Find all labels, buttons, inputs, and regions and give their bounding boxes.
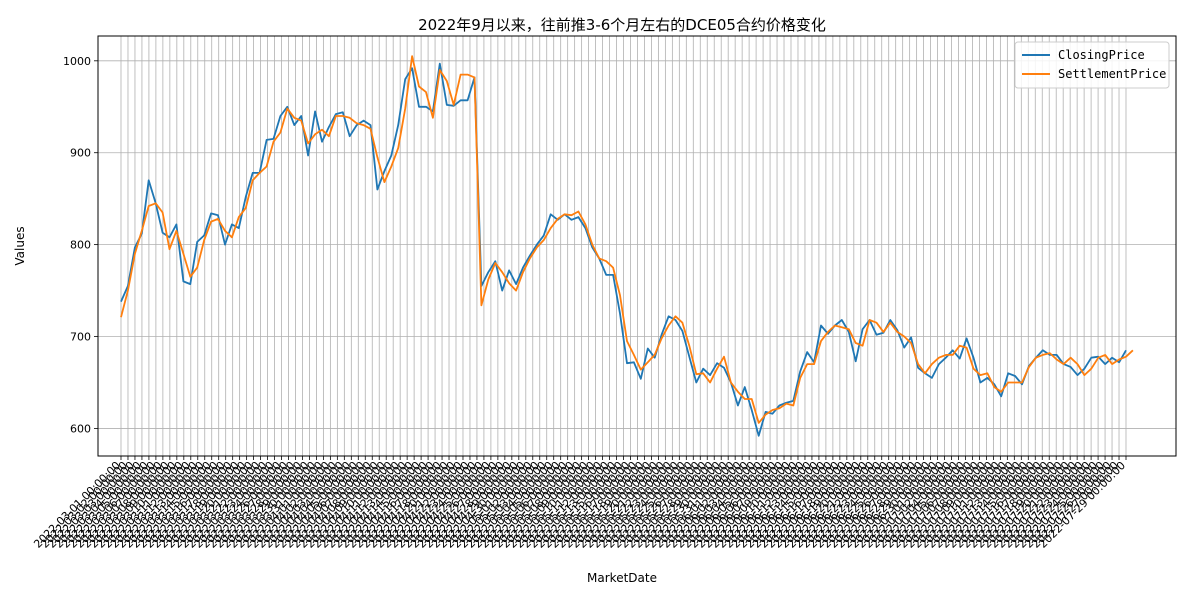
y-axis-label: Values xyxy=(13,226,27,265)
chart-title: 2022年9月以来，往前推3-6个月左右的DCE05合约价格变化 xyxy=(418,16,826,34)
y-tick-label: 600 xyxy=(70,422,91,435)
legend: ClosingPrice SettlementPrice xyxy=(1014,41,1170,89)
legend-box xyxy=(1014,41,1170,89)
y-axis: 600 700 800 900 1000 xyxy=(63,55,98,435)
y-tick-label: 1000 xyxy=(63,55,91,68)
legend-label-closing: ClosingPrice xyxy=(1058,48,1145,62)
plot-frame xyxy=(97,35,1177,457)
y-tick-label: 700 xyxy=(70,331,91,344)
x-axis-label: MarketDate xyxy=(587,571,657,585)
y-tick-label: 900 xyxy=(70,147,91,160)
grid xyxy=(98,36,1176,456)
series-layer xyxy=(120,55,1134,437)
series-line-SettlementPrice xyxy=(120,55,1134,424)
y-tick-label: 800 xyxy=(70,239,91,252)
legend-label-settlement: SettlementPrice xyxy=(1058,67,1166,81)
